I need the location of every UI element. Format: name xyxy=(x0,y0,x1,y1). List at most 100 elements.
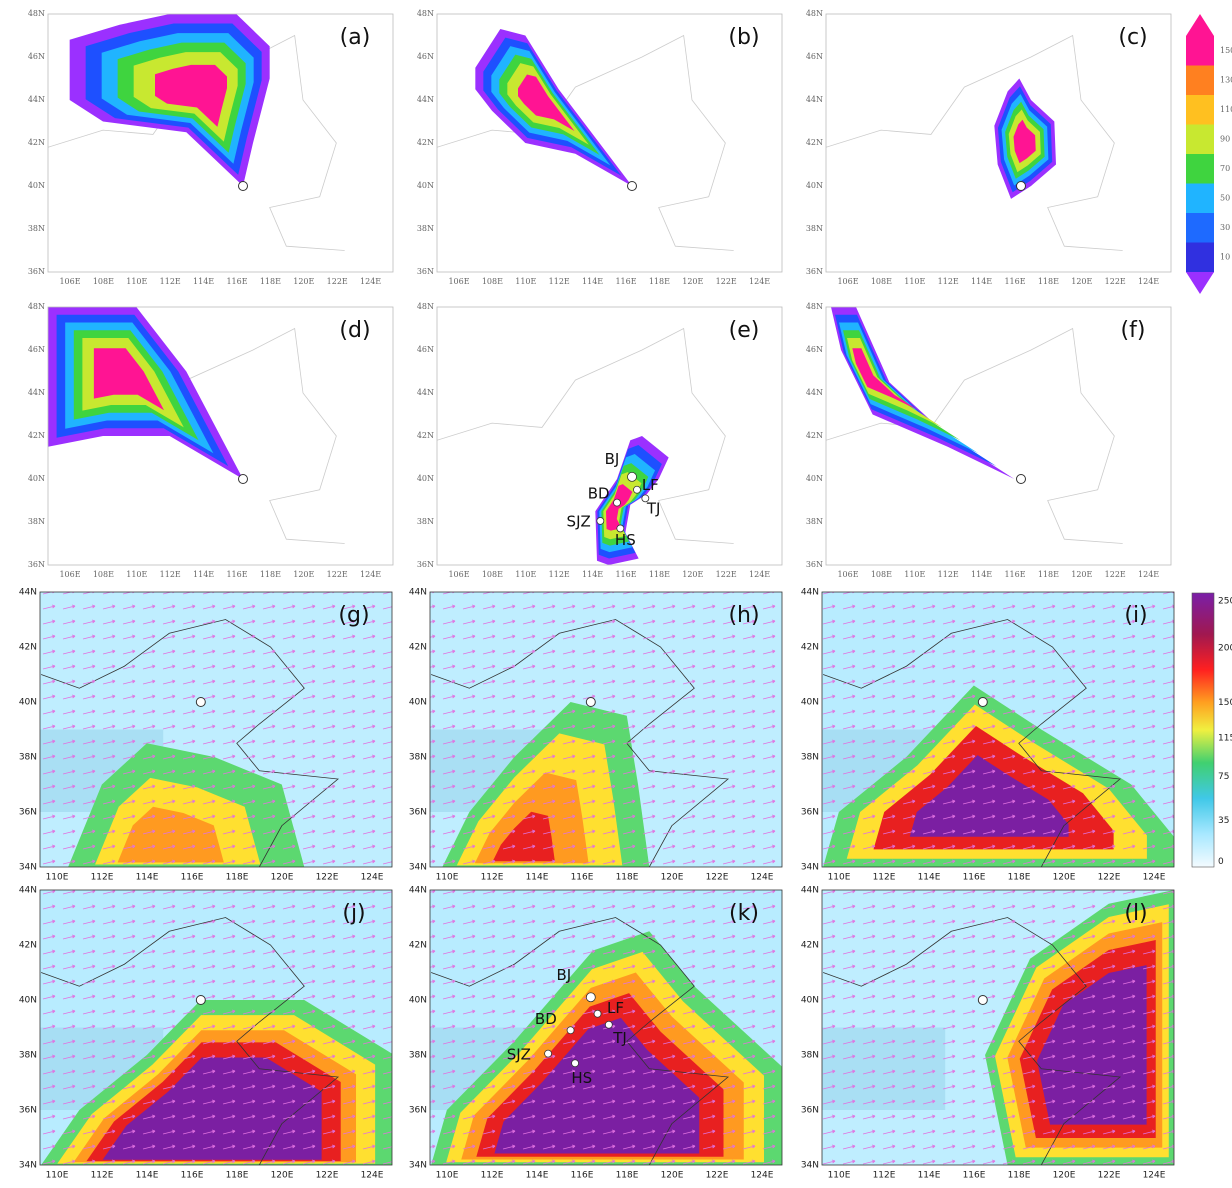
map-body xyxy=(437,14,782,272)
y-tick-label: 42N xyxy=(417,138,434,147)
map-body xyxy=(430,592,782,867)
site-marker xyxy=(978,698,987,707)
x-tick-label: 116E xyxy=(963,1171,986,1181)
x-tick-label: 116E xyxy=(226,570,247,579)
y-tick-label: 36N xyxy=(801,808,819,818)
x-tick-label: 122E xyxy=(316,1171,339,1181)
y-tick-label: 38N xyxy=(417,224,434,233)
x-tick-label: 108E xyxy=(871,570,892,579)
x-tick-label: 108E xyxy=(482,570,503,579)
colorbar-tick-label: 150 xyxy=(1220,46,1232,55)
map-body xyxy=(437,307,782,565)
colorbar-cap xyxy=(1186,272,1214,294)
panel-label: (k) xyxy=(729,901,759,926)
colorbar-bottom: 25020015011575350 xyxy=(1192,593,1232,867)
y-tick-label: 38N xyxy=(801,753,819,763)
x-tick-label: 120E xyxy=(1071,277,1092,286)
y-tick-label: 36N xyxy=(28,267,45,276)
x-tick-label: 122E xyxy=(706,873,729,883)
site-marker xyxy=(634,486,641,493)
x-tick-label: 110E xyxy=(904,277,925,286)
x-tick-label: 110E xyxy=(828,873,851,883)
y-tick-label: 34N xyxy=(801,863,819,873)
y-tick-label: 38N xyxy=(409,753,427,763)
colorbar-tick-label: 30 xyxy=(1220,223,1230,232)
x-tick-label: 118E xyxy=(226,1171,249,1181)
map-body xyxy=(40,592,392,867)
x-tick-label: 122E xyxy=(1105,570,1126,579)
x-tick-label: 120E xyxy=(661,873,684,883)
x-tick-label: 124E xyxy=(749,570,770,579)
map-panel: 110E112E114E116E118E120E122E124E44N42N40… xyxy=(801,588,1176,883)
y-tick-label: 44N xyxy=(28,388,45,397)
site-marker xyxy=(605,1021,612,1028)
x-tick-label: 116E xyxy=(181,1171,204,1181)
x-tick-label: 112E xyxy=(873,1171,896,1181)
x-tick-label: 112E xyxy=(481,1171,504,1181)
y-tick-label: 46N xyxy=(28,345,45,354)
map-body xyxy=(822,890,1174,1165)
y-tick-label: 44N xyxy=(19,588,37,598)
panel-label: (b) xyxy=(728,25,759,50)
y-tick-label: 46N xyxy=(28,52,45,61)
y-tick-label: 36N xyxy=(806,267,823,276)
y-tick-label: 48N xyxy=(806,302,823,311)
x-tick-label: 116E xyxy=(571,1171,594,1181)
y-tick-label: 34N xyxy=(409,1161,427,1171)
site-marker xyxy=(239,182,248,191)
y-tick-label: 42N xyxy=(801,941,819,951)
y-tick-label: 40N xyxy=(806,181,823,190)
x-tick-label: 112E xyxy=(160,277,181,286)
x-tick-label: 112E xyxy=(91,873,114,883)
y-tick-label: 42N xyxy=(28,431,45,440)
y-tick-label: 46N xyxy=(417,345,434,354)
site-marker xyxy=(545,1050,552,1057)
y-tick-label: 38N xyxy=(19,1051,37,1061)
y-tick-label: 38N xyxy=(28,517,45,526)
y-tick-label: 40N xyxy=(28,181,45,190)
site-label: LF xyxy=(642,476,659,494)
y-tick-label: 42N xyxy=(19,941,37,951)
site-marker xyxy=(572,1060,579,1067)
x-tick-label: 118E xyxy=(260,570,281,579)
x-tick-label: 106E xyxy=(448,570,469,579)
x-tick-label: 108E xyxy=(93,277,114,286)
site-marker xyxy=(628,472,637,481)
map-body xyxy=(48,14,393,272)
site-label: SJZ xyxy=(507,1046,531,1064)
panel-label: (d) xyxy=(339,318,370,343)
y-tick-label: 40N xyxy=(417,181,434,190)
y-tick-label: 36N xyxy=(417,267,434,276)
x-tick-label: 122E xyxy=(1098,1171,1121,1181)
x-tick-label: 120E xyxy=(271,1171,294,1181)
x-tick-label: 106E xyxy=(448,277,469,286)
x-tick-label: 118E xyxy=(226,873,249,883)
y-tick-label: 48N xyxy=(417,302,434,311)
x-tick-label: 114E xyxy=(971,570,992,579)
site-marker xyxy=(628,182,637,191)
y-tick-label: 48N xyxy=(417,9,434,18)
y-tick-label: 42N xyxy=(28,138,45,147)
site-marker xyxy=(196,698,205,707)
x-tick-label: 124E xyxy=(1143,873,1166,883)
y-tick-label: 42N xyxy=(417,431,434,440)
x-tick-label: 112E xyxy=(549,277,570,286)
panel-label: (f) xyxy=(1121,318,1146,343)
colorbar-tick-label: 75 xyxy=(1218,772,1229,782)
x-tick-label: 110E xyxy=(904,570,925,579)
colorbar-tick-label: 115 xyxy=(1218,734,1232,744)
y-tick-label: 36N xyxy=(19,808,37,818)
y-tick-label: 44N xyxy=(801,886,819,896)
x-tick-label: 122E xyxy=(327,570,348,579)
x-tick-label: 122E xyxy=(716,570,737,579)
x-tick-label: 124E xyxy=(1138,570,1159,579)
x-tick-label: 118E xyxy=(1038,277,1059,286)
x-tick-label: 116E xyxy=(226,277,247,286)
y-tick-label: 34N xyxy=(19,863,37,873)
x-tick-label: 120E xyxy=(1053,1171,1076,1181)
x-tick-label: 116E xyxy=(615,277,636,286)
x-tick-label: 118E xyxy=(1008,873,1031,883)
x-tick-label: 114E xyxy=(582,570,603,579)
x-tick-label: 116E xyxy=(963,873,986,883)
